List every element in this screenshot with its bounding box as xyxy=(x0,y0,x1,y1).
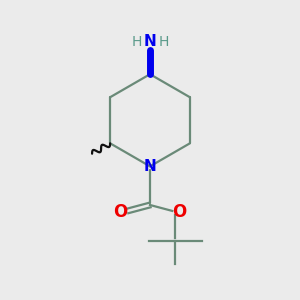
Text: O: O xyxy=(172,203,187,221)
Text: O: O xyxy=(113,203,127,221)
Text: H: H xyxy=(158,34,169,49)
Text: H: H xyxy=(131,34,142,49)
Text: N: N xyxy=(144,159,156,174)
Text: N: N xyxy=(144,34,156,49)
